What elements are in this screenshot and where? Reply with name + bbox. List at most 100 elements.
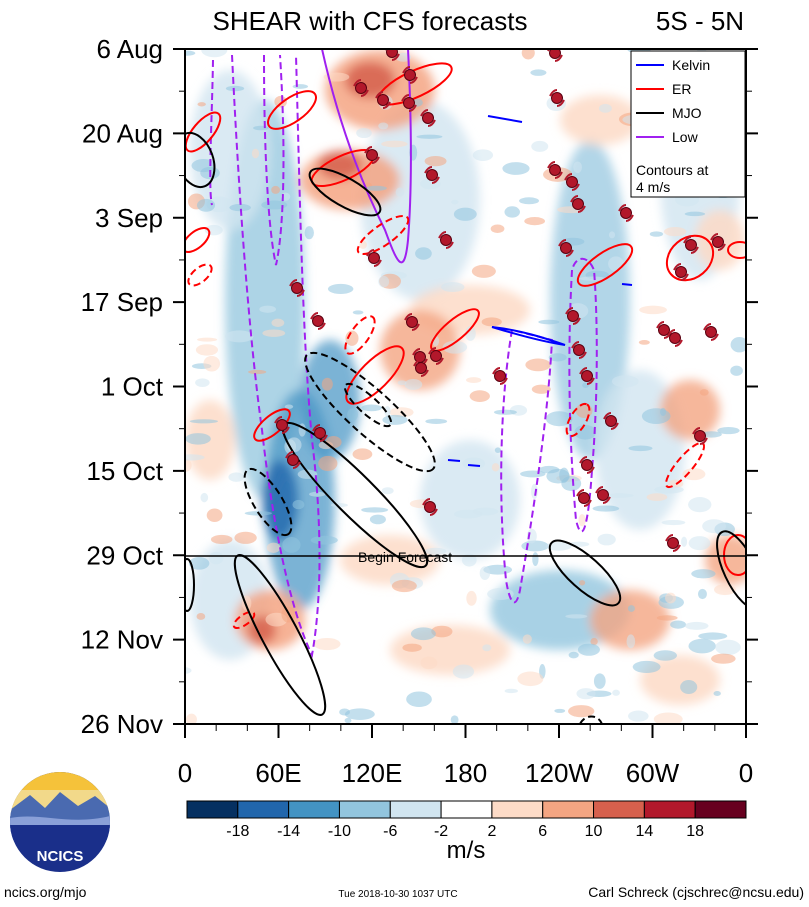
colorbar-label: -6 [383,823,397,840]
chart-region: 5S - 5N [656,6,744,36]
forecast-label: Begin Forecast [358,549,452,565]
colorbar-label: -14 [277,823,300,840]
colorbar-bin [694,800,747,819]
storm-marker [595,486,611,504]
colorbar-unit: m/s [447,837,486,864]
x-tick-label: 60E [255,758,301,788]
footer-center: Tue 2018-10-30 1037 UTC [338,889,457,900]
storm-marker [710,233,726,251]
colorbar-bin [237,800,290,819]
storm-marker [558,239,574,257]
y-axis: 6 Aug 20 Aug 3 Sep 17 Sep 1 Oct 15 Oct 29 Oct 1… [81,34,758,739]
y-tick-label: 6 Aug [96,34,163,64]
storm-marker [683,236,699,254]
storm-marker [603,412,619,430]
colorbar-label: 18 [686,823,704,840]
x-axis: 0 60E 120E 180 120W 60W 0 [178,724,753,788]
er-contour [187,263,213,287]
y-tick-label: 29 Oct [86,540,163,570]
er-contour [344,315,376,355]
mjo-contour [304,351,436,473]
y-tick-label: 17 Sep [81,287,163,317]
storm-marker [565,307,581,325]
mjo-contour [716,530,746,610]
er-contour [723,534,746,576]
x-tick-label: 60W [626,758,680,788]
storm-marker [665,534,681,552]
colorbar-label: 6 [538,823,547,840]
y-tick-label: 3 Sep [95,203,163,233]
storm-marker [564,173,580,191]
mjo-contour [243,467,293,537]
storm-marker [703,323,719,341]
colorbar-bin [440,800,493,819]
colorbar-bin [288,800,340,819]
storm-markers [274,49,726,552]
kelvin-contour [447,459,481,467]
y-tick-label: 1 Oct [101,372,164,402]
mjo-contour [548,539,622,607]
colorbar-bin [389,800,442,819]
storm-marker [353,79,369,97]
logo-text: NCICS [37,848,84,865]
legend-note-line1: Contours at [636,162,708,178]
x-tick-label: 0 [739,758,753,788]
storm-marker [438,231,454,249]
kelvin-contour [487,115,523,123]
er-contour [576,243,634,287]
storm-marker [401,94,417,112]
footer-left: ncics.org/mjo [4,884,87,900]
low-contour [568,257,598,533]
colorbar: -18 -14 -10 -6 -2 2 6 10 14 18 [186,800,747,840]
storm-marker [404,313,420,331]
storm-marker [618,204,634,222]
storm-marker [422,498,438,516]
colorbar-bin [593,800,645,819]
colorbar-bin [186,800,239,819]
colorbar-label: -10 [328,823,351,840]
legend-label-mjo: MJO [672,105,702,121]
storm-marker [285,451,301,469]
er-contour [253,408,291,442]
storm-marker [366,249,382,267]
er-contour [665,234,715,282]
colorbar-label: -2 [434,823,448,840]
shear-field [185,49,746,724]
low-contour [500,328,554,604]
y-tick-label: 20 Aug [82,118,163,148]
y-tick-label: 26 Nov [81,709,163,739]
legend-label-er: ER [672,81,691,97]
er-contour [727,241,746,259]
y-tick-label: 12 Nov [81,625,163,655]
footer-right: Carl Schreck (cjschrec@ncsu.edu) [588,884,804,900]
x-tick-label: 0 [178,758,192,788]
low-contour [263,54,285,266]
colorbar-bin [643,800,696,819]
legend-note-line2: 4 m/s [636,179,670,195]
shear-field-texture [185,49,746,724]
storm-marker [428,347,444,365]
storm-marker [289,279,305,297]
legend: Kelvin ER MJO Low Contours at 4 m/s [630,50,746,198]
contours [185,49,746,724]
x-tick-label: 180 [444,758,487,788]
colorbar-label: 2 [487,823,496,840]
colorbar-label: 10 [585,823,603,840]
er-contour [345,345,405,405]
storm-marker [492,367,508,385]
colorbar-bin [542,800,595,819]
y-tick-label: 15 Oct [86,456,163,486]
storm-marker [673,263,689,281]
mjo-contour [579,715,603,724]
low-contour [321,49,412,264]
storm-marker [375,91,391,109]
mjo-contour [343,382,393,428]
storm-marker [576,489,592,507]
low-contour [231,54,321,659]
storm-marker [364,146,380,164]
chart-title: SHEAR with CFS forecasts [213,6,528,36]
colorbar-label: 14 [635,823,653,840]
mjo-contour [308,167,382,217]
colorbar-bin [338,800,391,819]
